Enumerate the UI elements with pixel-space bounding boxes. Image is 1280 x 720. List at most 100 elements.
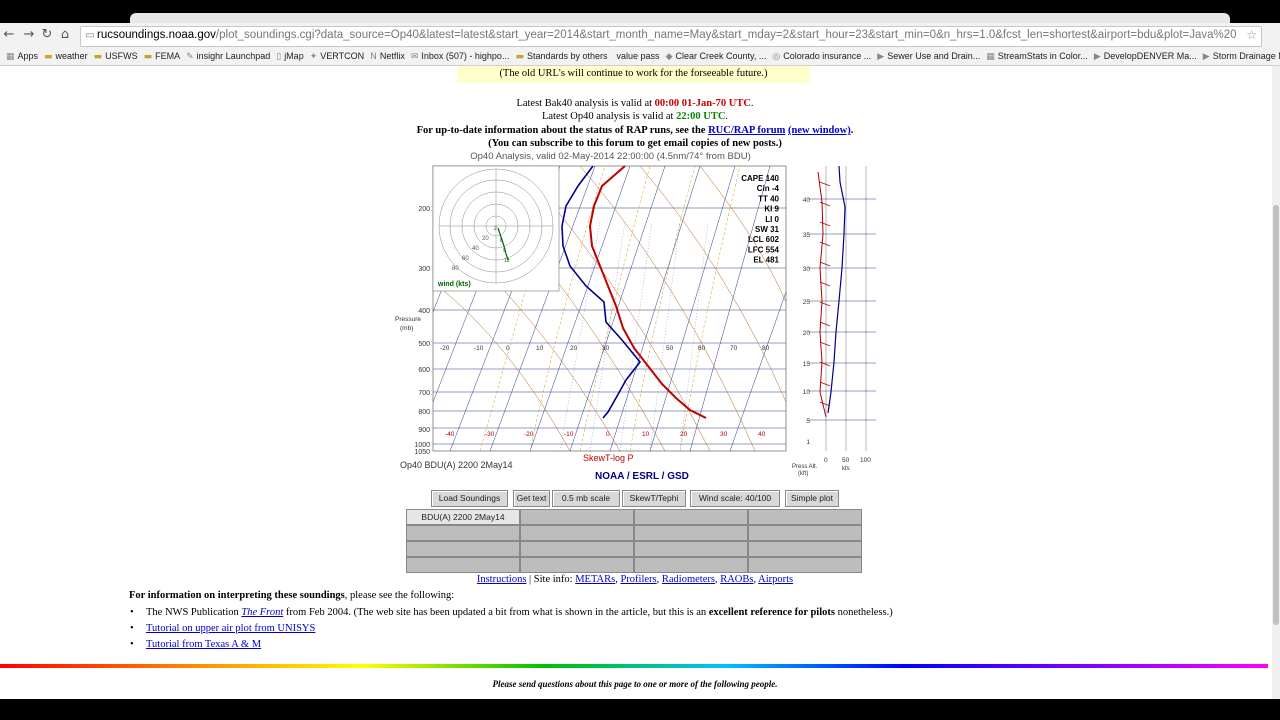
bookmark-item[interactable]: ▶ Sewer Use and Drain... xyxy=(877,47,980,65)
unisys-tutorial-link[interactable]: Tutorial on upper air plot from UNISYS xyxy=(146,623,316,634)
svg-text:-20: -20 xyxy=(440,345,450,352)
svg-text:25: 25 xyxy=(803,299,811,306)
sounding-cell[interactable] xyxy=(520,557,634,573)
metars-link[interactable]: METARs xyxy=(575,574,616,585)
bookmark-item[interactable]: ▬ weather xyxy=(44,47,88,65)
bookmark-item[interactable]: ▦ StreamStats in Color... xyxy=(986,47,1088,65)
sounding-cell[interactable] xyxy=(748,509,862,525)
bookmark-item[interactable]: ◎ Colorado insurance ... xyxy=(772,47,872,65)
svg-text:30: 30 xyxy=(602,345,610,352)
forward-arrow-icon[interactable]: → xyxy=(23,27,35,42)
wind-speed-profile xyxy=(827,165,846,414)
back-arrow-icon[interactable]: ← xyxy=(3,27,15,42)
press-alt-unit: (kft) xyxy=(798,471,808,477)
raobs-link[interactable]: RAOBs xyxy=(720,574,754,585)
sounding-cell[interactable] xyxy=(406,557,520,573)
svg-text:10: 10 xyxy=(803,389,811,396)
bookmark-item[interactable]: value pass xyxy=(614,47,660,65)
bookmark-item[interactable]: N Netflix xyxy=(370,47,405,65)
forum-link[interactable]: RUC/RAP forum xyxy=(708,125,786,136)
bookmark-icon: ▦ xyxy=(986,52,995,62)
bookmark-icon: ◆ xyxy=(665,52,673,62)
sounding-cell[interactable] xyxy=(406,541,520,557)
kts-label: kts xyxy=(842,466,850,472)
sounding-cell[interactable] xyxy=(520,541,634,557)
reload-icon[interactable]: ↻ xyxy=(41,27,53,42)
svg-text:-30: -30 xyxy=(485,431,495,438)
bookmark-icon: ▯ xyxy=(276,52,282,62)
pressure-axis-unit: (mb) xyxy=(400,325,413,332)
scale-button[interactable]: 0.5 mb scale xyxy=(552,490,620,507)
svg-text:-10: -10 xyxy=(474,345,484,352)
scrollbar-thumb[interactable] xyxy=(1273,205,1279,625)
bookmark-label: Colorado insurance ... xyxy=(783,51,872,61)
profilers-link[interactable]: Profilers xyxy=(620,574,657,585)
svg-text:900: 900 xyxy=(418,427,430,434)
sounding-cell[interactable] xyxy=(634,525,748,541)
folder-icon: ▬ xyxy=(93,52,103,62)
texas-am-tutorial-link[interactable]: Tutorial from Texas A & M xyxy=(146,639,262,650)
bookmark-item[interactable]: ▶Storm Drainage Mas... xyxy=(1203,47,1280,65)
svg-text:400: 400 xyxy=(418,308,430,315)
bookmark-label: StreamStats in Color... xyxy=(997,51,1088,61)
instructions-link[interactable]: Instructions xyxy=(476,574,527,585)
svg-text:40: 40 xyxy=(758,431,766,438)
bookmark-item[interactable]: ▬ FEMA xyxy=(144,47,181,65)
bookmark-item[interactable]: ✉ Inbox (507) - highpo... xyxy=(411,47,510,65)
site-info-label: | Site info: xyxy=(526,574,576,585)
svg-text:-40: -40 xyxy=(445,431,455,438)
bookmark-item[interactable]: ✎ insighr Launchpad xyxy=(186,47,271,65)
bookmark-star-icon[interactable]: ☆ xyxy=(1246,28,1257,42)
address-bar[interactable]: ▭ rucsoundings.noaa.gov/plot_soundings.c… xyxy=(80,26,1262,47)
get-text-button[interactable]: Get text xyxy=(513,490,550,507)
skewt-tephi-button[interactable]: SkewT/Tephi xyxy=(622,490,686,507)
active-tab[interactable] xyxy=(130,13,1230,23)
svg-text:60: 60 xyxy=(462,256,469,262)
bookmark-item[interactable]: ▯ jMap xyxy=(276,47,303,65)
bookmark-item[interactable]: ▶ DevelopDENVER Ma... xyxy=(1094,47,1197,65)
temp-axis-labels: -20 -10 0 10 20 30 50 60 70 80 -40 -30 -20 -10 0 10 20 3… xyxy=(440,345,770,438)
bookmark-item[interactable]: ▦ Apps xyxy=(6,47,38,65)
svg-text:-10: -10 xyxy=(564,431,574,438)
page-content: (The old URL's will continue to work for… xyxy=(0,66,1272,699)
sounding-cell[interactable] xyxy=(520,525,634,541)
sounding-cell[interactable] xyxy=(748,557,862,573)
op40-status: Latest Op40 analysis is valid at 22:00 U… xyxy=(541,111,729,122)
folder-icon: ▬ xyxy=(44,52,53,62)
bookmark-item[interactable]: ◆ Clear Creek County, ... xyxy=(665,47,767,65)
sounding-cell[interactable] xyxy=(748,525,862,541)
sounding-cell[interactable] xyxy=(748,541,862,557)
svg-text:20: 20 xyxy=(482,236,489,242)
load-soundings-button[interactable]: Load Soundings xyxy=(431,490,508,507)
bookmark-item[interactable]: ▬ Standards by others xyxy=(515,47,607,65)
radiometers-link[interactable]: Radiometers xyxy=(661,574,715,585)
the-front-link[interactable]: The Front xyxy=(241,607,284,618)
bookmark-item[interactable]: ✦ VERTCON xyxy=(310,47,364,65)
wind-scale-button[interactable]: Wind scale: 40/100 xyxy=(690,490,780,507)
plot-caption: Op40 Analysis, valid 02-May-2014 22:00:0… xyxy=(470,151,751,162)
sounding-cell[interactable] xyxy=(634,541,748,557)
airports-link[interactable]: Airports xyxy=(758,574,794,585)
wind-panel: 40 35 30 25 20 15 10 5 1 0 50 100 Press Alt. (kft)… xyxy=(792,165,876,477)
bookmarks-bar: ▦ Apps ▬ weather ▬ USFWS ▬ FEMA ✎ insighr Launchp… xyxy=(0,46,1280,66)
simple-plot-button[interactable]: Simple plot xyxy=(785,490,839,507)
home-icon[interactable]: ⌂ xyxy=(60,27,70,42)
svg-text:1000: 1000 xyxy=(414,442,430,449)
url-text[interactable]: rucsoundings.noaa.gov/plot_soundings.cgi… xyxy=(97,29,1237,41)
stability-index: SW 31 xyxy=(755,225,780,234)
svg-text:0: 0 xyxy=(824,457,828,464)
stability-index: EL 481 xyxy=(753,256,779,265)
bookmark-item[interactable]: ▬ USFWS xyxy=(93,47,138,65)
svg-text:6: 6 xyxy=(500,238,503,244)
new-window-link[interactable]: (new window) xyxy=(788,125,851,136)
svg-text:2: 2 xyxy=(494,226,497,232)
sounding-cell[interactable] xyxy=(634,557,748,573)
sounding-cell[interactable] xyxy=(520,509,634,525)
svg-text:60: 60 xyxy=(698,345,706,352)
sounding-cell[interactable] xyxy=(406,525,520,541)
sounding-cell-selected[interactable]: BDU(A) 2200 2May14 xyxy=(406,509,520,525)
bookmark-label: insighr Launchpad xyxy=(196,51,271,61)
sounding-cell[interactable] xyxy=(634,509,748,525)
